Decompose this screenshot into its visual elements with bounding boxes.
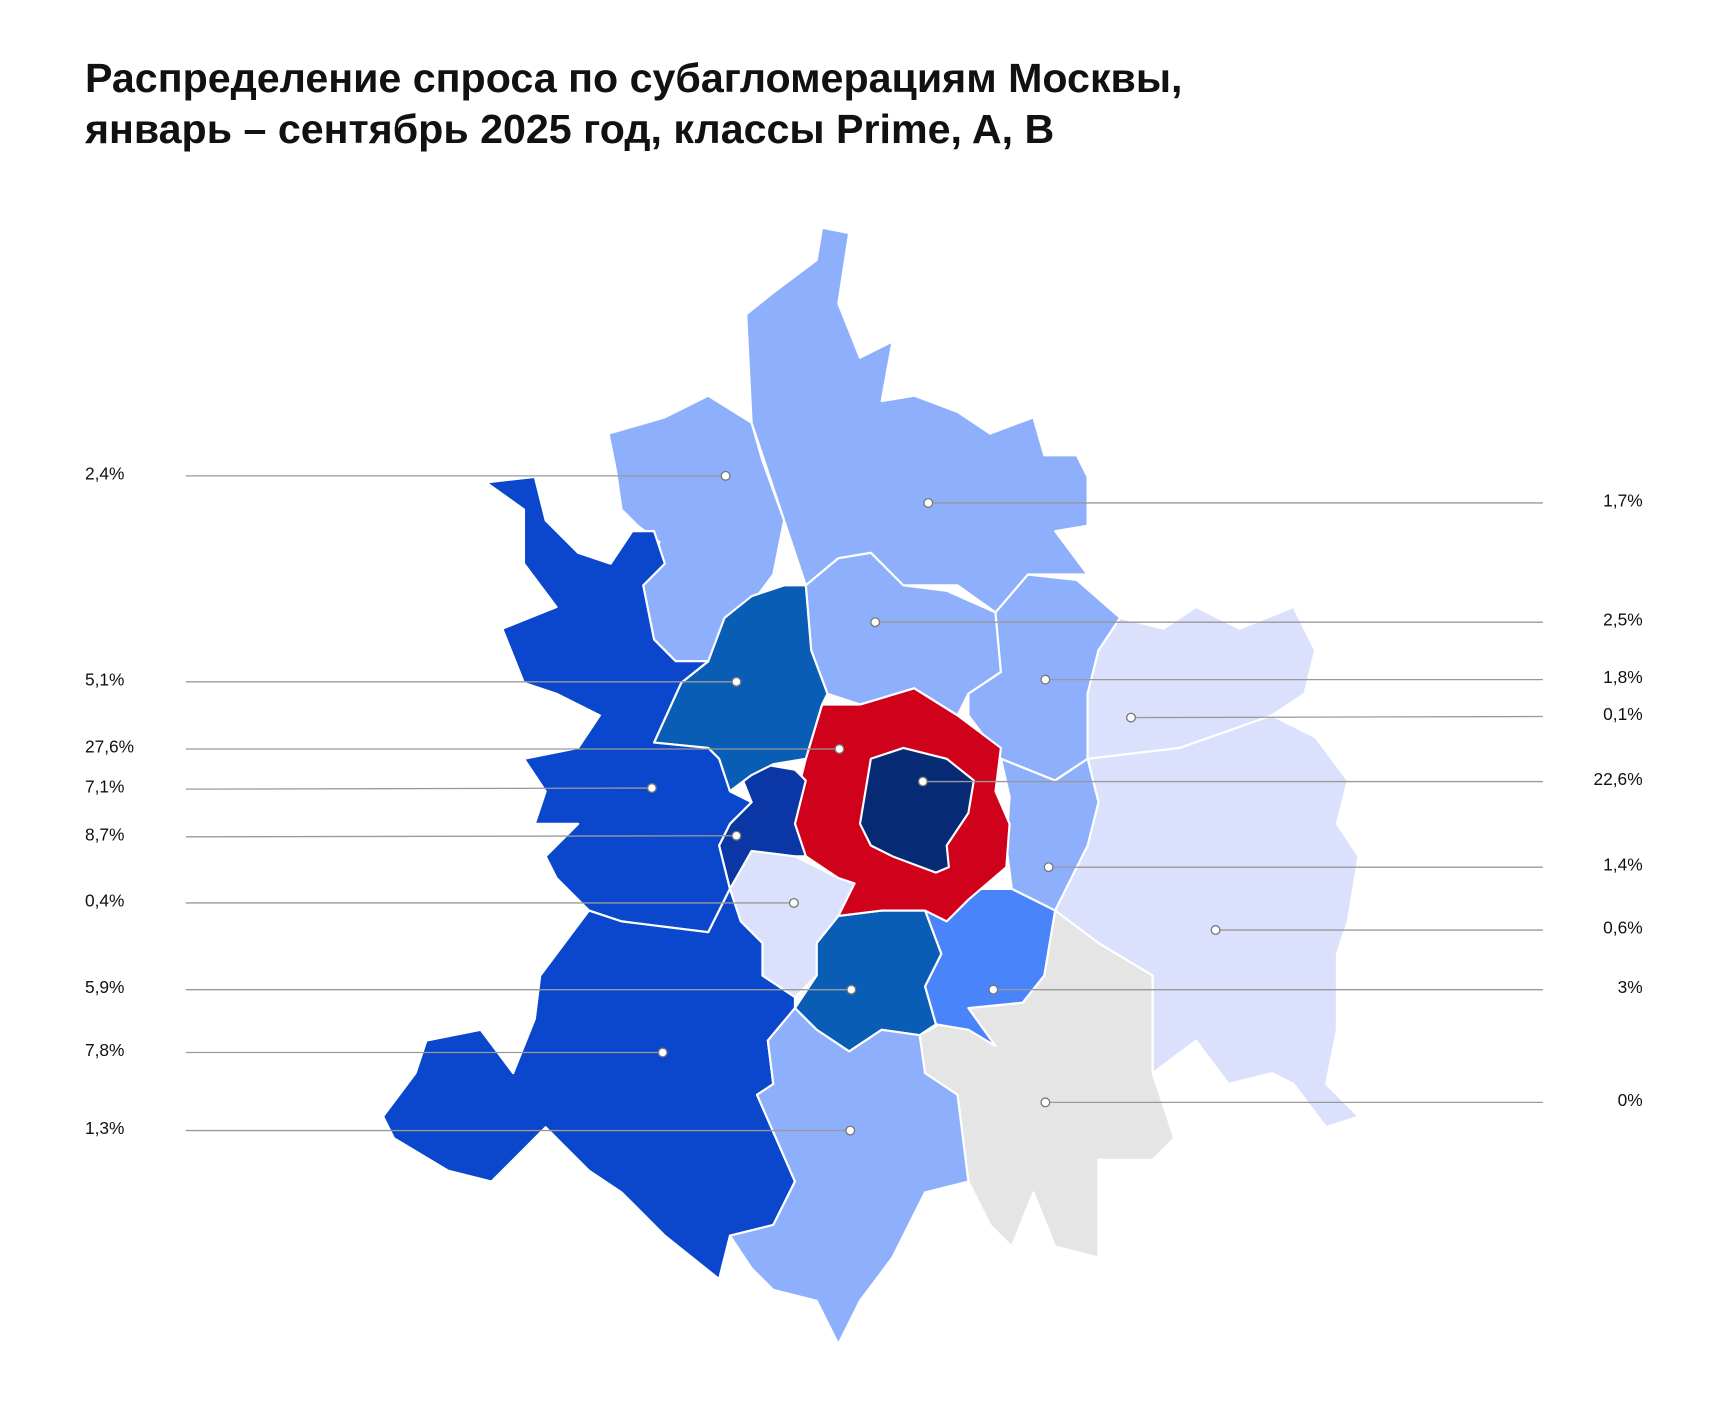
regions [381,226,1360,1346]
region-dot [834,744,845,755]
region-value-label: 0,1% [1603,704,1643,724]
region-value-label: 1,7% [1603,490,1643,510]
region-value-label: 7,1% [85,777,125,797]
title-line: январь – сентябрь 2025 год, классы Prime… [84,106,1054,152]
region-dot [917,776,928,787]
region-value-label: 8,7% [85,824,125,844]
leader-lines: 2,4% 5,1% 27,6% 7,1% 8,7% 0,4% 5,9% 7,8% 1,3% 1,7… [85,463,1643,1138]
region-dot [720,470,731,481]
region-value-label: 0% [1618,1090,1643,1110]
region-dot [1040,674,1051,685]
region-value-label: 3% [1618,977,1643,997]
leader-line [185,835,737,838]
region-value-label: 0,4% [85,890,125,910]
leader-line [185,787,652,790]
region-value-label: 1,8% [1603,667,1643,687]
region-dot [788,897,799,908]
region-value-label: 5,1% [85,669,125,689]
region-value-label: 27,6% [85,737,134,757]
leader-line [1130,715,1543,719]
region-dot [988,984,999,995]
region-dot [1126,712,1136,723]
region-dot [923,497,934,508]
region-dot [731,830,742,841]
region-dot [657,1047,668,1058]
region-dot [845,1125,856,1136]
region-dot [1210,925,1221,936]
region-dot [1043,862,1054,873]
region-dot [731,676,742,687]
region [484,475,753,934]
region [745,226,1089,614]
region-value-label: 7,8% [85,1040,125,1060]
region-dot [846,984,857,995]
region-value-label: 2,4% [85,463,125,483]
region [858,746,975,874]
region-value-label: 1,3% [85,1118,125,1138]
region-dot [870,617,881,628]
region-value-label: 5,9% [85,977,125,997]
title-line: Распределение спроса по субагломерациям … [85,55,1183,101]
region-value-label: 22,6% [1593,769,1642,789]
region [728,1007,970,1346]
region-value-label: 1,4% [1603,855,1643,875]
region-value-label: 2,5% [1603,610,1643,630]
region [381,887,797,1281]
region-dot [646,783,657,794]
region-value-label: 0,6% [1603,918,1643,938]
region-dot [1040,1097,1051,1108]
